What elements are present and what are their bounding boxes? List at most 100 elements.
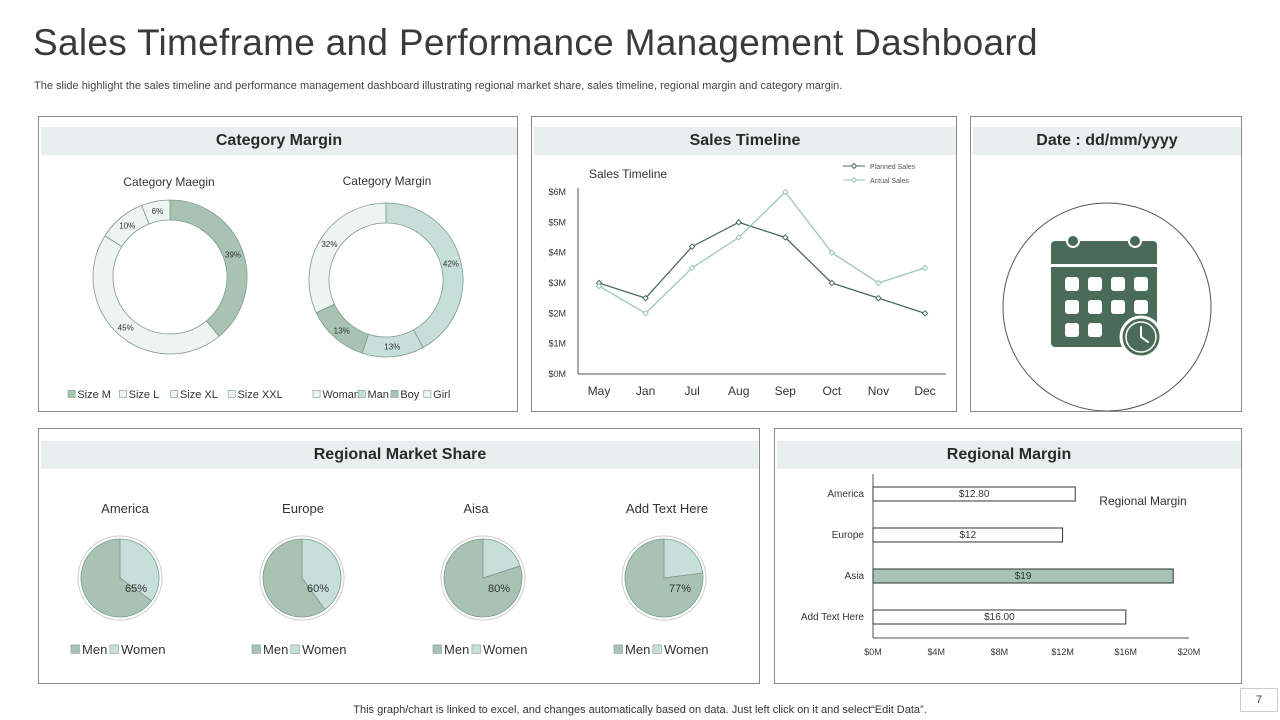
x-tick-label: Sep bbox=[775, 384, 797, 398]
legend-swatch bbox=[119, 389, 127, 398]
page-number: 7 bbox=[1240, 688, 1278, 712]
data-point bbox=[781, 188, 789, 196]
data-point bbox=[781, 234, 789, 241]
data-label: 6% bbox=[152, 207, 164, 216]
regional-margin-header: Regional Margin bbox=[777, 441, 1241, 469]
data-label: 77% bbox=[669, 583, 691, 595]
legend-label: Boy bbox=[400, 389, 419, 401]
data-label: 13% bbox=[384, 343, 400, 352]
legend-swatch bbox=[109, 644, 119, 654]
data-point bbox=[642, 294, 649, 302]
legend-label: Women bbox=[483, 642, 528, 657]
bar-america bbox=[872, 486, 1076, 502]
y-tick-label: $6M bbox=[548, 187, 566, 197]
legend-swatch bbox=[312, 389, 321, 398]
legend-label: Size M bbox=[77, 389, 111, 401]
pie-aisa: 20%80% bbox=[443, 538, 523, 618]
data-point bbox=[828, 279, 836, 287]
pie-europe: 40%60% bbox=[262, 538, 342, 618]
data-point bbox=[735, 234, 743, 241]
regional-market-share-panel: Regional Market Share America 35%65% Men Wo… bbox=[38, 428, 760, 684]
slice-woman bbox=[385, 202, 464, 349]
data-point bbox=[735, 219, 743, 226]
legend-swatch bbox=[423, 389, 432, 398]
slice-size-l bbox=[92, 235, 220, 355]
legend-swatch bbox=[390, 389, 399, 398]
legend-label: Girl bbox=[433, 389, 450, 401]
data-label: $12 bbox=[959, 530, 976, 541]
data-label: 80% bbox=[488, 583, 510, 595]
slice-men bbox=[301, 538, 342, 611]
slice-women bbox=[624, 538, 704, 618]
chart-title: Europe bbox=[282, 501, 324, 516]
legend-swatch bbox=[227, 389, 236, 398]
x-tick-label: Dec bbox=[914, 384, 935, 398]
y-tick-label: Asia bbox=[845, 571, 865, 582]
x-tick-label: $16M bbox=[1115, 647, 1138, 657]
data-label: 45% bbox=[118, 323, 134, 332]
y-tick-label: $0M bbox=[548, 369, 566, 379]
legend-swatch bbox=[70, 644, 80, 654]
x-tick-label: Nov bbox=[868, 384, 889, 398]
data-label: 65% bbox=[125, 583, 147, 595]
legend-label: Women bbox=[664, 642, 709, 657]
legend-label: Women bbox=[121, 642, 166, 657]
data-point bbox=[595, 282, 603, 290]
x-tick-label: Aug bbox=[728, 384, 749, 398]
data-label: 39% bbox=[225, 250, 241, 259]
legend-label: Women bbox=[302, 642, 347, 657]
y-tick-label: Add Text Here bbox=[801, 612, 865, 623]
slice-men bbox=[119, 538, 160, 602]
data-point bbox=[642, 310, 649, 317]
y-tick-label: $1M bbox=[548, 339, 566, 349]
y-tick-label: America bbox=[827, 489, 864, 500]
calendar-clock-icon bbox=[1002, 202, 1212, 411]
data-point bbox=[921, 264, 929, 272]
category-margin-panel: Category Margin Category Maegin 39% 45% 10%… bbox=[38, 116, 518, 412]
legend-swatch bbox=[251, 644, 261, 654]
slice-women bbox=[262, 538, 326, 618]
y-tick-label: $5M bbox=[548, 217, 566, 227]
data-label: 13% bbox=[334, 326, 350, 335]
bar-asia bbox=[872, 568, 1174, 584]
chart-title: Category Maegin bbox=[123, 175, 214, 189]
sales-timeline-panel: Sales Timeline Sales Timeline $0M $1M $2M $3… bbox=[531, 116, 957, 412]
x-tick-label: $12M bbox=[1051, 647, 1074, 657]
regional-margin-panel: Regional Margin Regional Margin $0M $4M $8M… bbox=[774, 428, 1242, 684]
legend-label: Men bbox=[82, 642, 107, 657]
x-tick-label: Oct bbox=[823, 384, 842, 398]
footer-note: This graph/chart is linked to excel, and… bbox=[353, 704, 927, 716]
legend-swatch bbox=[432, 644, 442, 654]
y-tick-label: $4M bbox=[548, 248, 566, 258]
legend-swatch bbox=[67, 389, 76, 398]
legend-swatch bbox=[613, 644, 623, 654]
slice-women bbox=[80, 538, 153, 618]
data-point bbox=[828, 249, 836, 256]
regional-market-share-charts: America 35%65% Men Women Europe 40%60% Men Wome… bbox=[70, 501, 709, 657]
legend-swatch bbox=[357, 389, 366, 398]
y-tick-label: $2M bbox=[548, 308, 566, 318]
legend-marker bbox=[850, 162, 858, 170]
sales-timeline-header: Sales Timeline bbox=[534, 127, 956, 155]
x-tick-label: Jan bbox=[636, 384, 655, 398]
x-tick-label: $8M bbox=[991, 647, 1009, 657]
legend-swatch bbox=[652, 644, 662, 654]
x-tick-label: $0M bbox=[864, 647, 882, 657]
legend-label: Man bbox=[368, 389, 389, 401]
x-tick-label: Jul bbox=[684, 384, 699, 398]
chart-title: America bbox=[101, 501, 149, 516]
x-tick-label: May bbox=[588, 384, 611, 398]
slice-size-m bbox=[169, 199, 248, 337]
legend-label: Size XL bbox=[180, 389, 218, 401]
data-point bbox=[688, 264, 696, 272]
page-subtitle: The slide highlight the sales timeline a… bbox=[34, 80, 843, 92]
legend-label: Actual Sales bbox=[870, 178, 909, 185]
data-point bbox=[875, 279, 882, 287]
legend-label: Men bbox=[625, 642, 650, 657]
pie-add-text-here: 23%77% bbox=[624, 538, 704, 618]
category-margin-header: Category Margin bbox=[41, 127, 517, 155]
category-margin-charts: Category Maegin 39% 45% 10% 6% Size M Size L Si… bbox=[67, 174, 464, 401]
data-label: 10% bbox=[119, 221, 135, 230]
x-tick-label: $20M bbox=[1178, 647, 1201, 657]
bar-europe bbox=[872, 527, 1064, 543]
